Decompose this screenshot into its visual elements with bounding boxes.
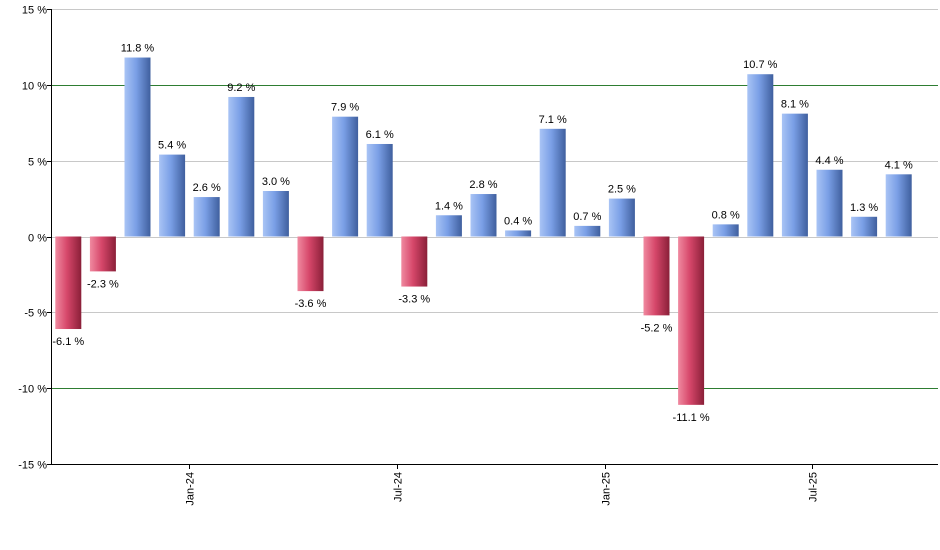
bar-value-label: -3.6 % bbox=[295, 298, 327, 310]
bar bbox=[712, 224, 739, 237]
x-tick-label: Jan-24 bbox=[185, 472, 197, 506]
y-tick-label: -15 % bbox=[18, 460, 47, 472]
bar-value-label: 0.4 % bbox=[504, 215, 532, 227]
y-tick-label: 10 % bbox=[22, 81, 47, 93]
y-tick-label: -10 % bbox=[18, 384, 47, 396]
bar-value-label: 7.9 % bbox=[331, 102, 359, 114]
x-tick-label: Jul-25 bbox=[808, 472, 820, 502]
bar bbox=[124, 57, 151, 237]
bar-value-label: -6.1 % bbox=[52, 336, 84, 348]
bar bbox=[851, 216, 878, 237]
bar bbox=[781, 113, 808, 237]
bar bbox=[505, 230, 532, 237]
bar-value-label: 11.8 % bbox=[121, 43, 155, 55]
bar-value-label: 1.4 % bbox=[435, 200, 463, 212]
x-tick-label: Jan-25 bbox=[601, 472, 613, 506]
bar-value-label: 8.1 % bbox=[781, 99, 809, 111]
bar-value-label: 7.1 % bbox=[539, 114, 567, 126]
bar bbox=[193, 197, 220, 237]
bar-value-label: 0.7 % bbox=[573, 211, 601, 223]
y-tick-label: -5 % bbox=[24, 308, 47, 320]
bar-value-label: -3.3 % bbox=[398, 294, 430, 306]
bar bbox=[435, 215, 462, 237]
bar bbox=[608, 198, 635, 237]
bar-value-label: -11.1 % bbox=[673, 412, 710, 424]
bar bbox=[885, 174, 912, 237]
bar-value-label: 9.2 % bbox=[227, 82, 255, 94]
y-tick-label: 0 % bbox=[28, 233, 47, 245]
bar-value-label: -5.2 % bbox=[641, 322, 673, 334]
bar-value-label: 3.0 % bbox=[262, 176, 290, 188]
bar-value-label: 4.1 % bbox=[885, 159, 913, 171]
y-tick-label: 15 % bbox=[22, 5, 47, 17]
bar-value-label: 6.1 % bbox=[366, 129, 394, 141]
axes bbox=[47, 9, 938, 469]
bar-value-label: 2.6 % bbox=[193, 182, 221, 194]
bar bbox=[470, 194, 497, 237]
bar bbox=[89, 236, 116, 272]
bar bbox=[643, 236, 670, 316]
grid-lines bbox=[51, 9, 938, 465]
bar bbox=[332, 116, 359, 237]
bar bbox=[678, 236, 705, 405]
x-tick-label: Jul-24 bbox=[393, 472, 405, 502]
bar-value-label: 1.3 % bbox=[850, 202, 878, 214]
bar bbox=[159, 154, 186, 237]
bar bbox=[228, 96, 255, 237]
bar-value-label: 4.4 % bbox=[815, 155, 843, 167]
bar-value-label: 2.5 % bbox=[608, 184, 636, 196]
bar bbox=[816, 169, 843, 237]
y-tick-label: 5 % bbox=[28, 157, 47, 169]
labels: 15 % 10 % 5 % 0 % -5 % -10 % -15 % -6.1 % -2.3 %… bbox=[18, 5, 913, 506]
bar bbox=[297, 236, 324, 292]
bar-value-label: 0.8 % bbox=[712, 209, 740, 221]
bar bbox=[747, 74, 774, 237]
bar-value-label: 5.4 % bbox=[158, 140, 186, 152]
bar bbox=[574, 225, 601, 237]
bar-value-label: 2.8 % bbox=[469, 179, 497, 191]
bar bbox=[366, 143, 393, 237]
bar-value-label: -2.3 % bbox=[87, 278, 119, 290]
bar bbox=[401, 236, 428, 287]
bar bbox=[262, 191, 289, 237]
bar bbox=[55, 236, 82, 330]
bar-value-label: 10.7 % bbox=[743, 59, 777, 71]
bars bbox=[55, 57, 912, 405]
bar bbox=[539, 128, 566, 237]
